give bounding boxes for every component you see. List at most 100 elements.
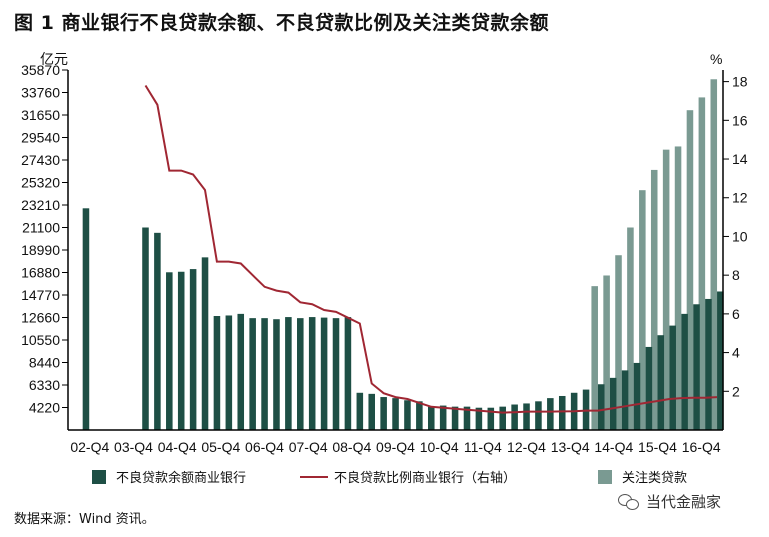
npl-balance-bar	[416, 401, 423, 430]
npl-balance-bar	[213, 316, 221, 430]
npl-balance-bar	[285, 317, 292, 430]
npl-balance-bar	[177, 271, 185, 430]
left-tick-label: 35870	[21, 62, 60, 78]
left-tick-label: 25320	[21, 175, 60, 191]
npl-balance-bar	[621, 370, 629, 430]
npl-balance-bar	[547, 398, 554, 430]
legend: 不良贷款余额商业银行 不良贷款比例商业银行（右轴） 关注类贷款	[92, 470, 687, 486]
watch-loan-bar	[591, 286, 598, 430]
line-layer	[144, 84, 718, 414]
watch-loan-bar	[698, 97, 706, 430]
wechat-logo-icon	[618, 493, 640, 510]
left-tick-label: 6330	[29, 377, 60, 393]
left-tick-label: 18990	[21, 242, 60, 258]
x-tick-label: 10-Q4	[420, 439, 459, 455]
right-tick-label: 12	[732, 190, 748, 206]
x-tick-label: 15-Q4	[638, 439, 677, 455]
x-tick-label: 08-Q4	[332, 439, 371, 455]
left-tick-label: 8440	[29, 355, 60, 371]
watermark: 当代金融家	[618, 491, 721, 512]
npl-balance-bar	[463, 406, 471, 430]
x-tick-label: 07-Q4	[289, 439, 328, 455]
left-tick-label: 23210	[21, 197, 60, 213]
left-axis-unit: 亿元	[40, 51, 68, 67]
watch-loan-bar	[603, 275, 610, 430]
npl-balance-bar	[392, 398, 399, 430]
npl-balance-bar	[717, 291, 724, 430]
x-tick-label: 02-Q4	[70, 439, 109, 455]
x-tick-label: 05-Q4	[201, 439, 240, 455]
left-tick-label: 10550	[21, 332, 60, 348]
right-tick-label: 6	[732, 306, 740, 322]
right-tick-label: 14	[732, 151, 748, 167]
axes-layer: 亿元 %3587033760316502954027430253202321021…	[21, 51, 748, 455]
x-tick-label: 06-Q4	[245, 439, 284, 455]
npl-balance-bar	[201, 257, 209, 430]
npl-balance-bar	[344, 317, 352, 430]
npl-balance-bar	[368, 393, 376, 430]
npl-balance-bar	[308, 317, 316, 430]
npl-balance-bar	[597, 384, 605, 430]
npl-balance-bar	[82, 208, 90, 430]
left-tick-label: 14770	[21, 287, 60, 303]
npl-balance-bar	[320, 317, 328, 430]
npl-balance-bar	[609, 377, 617, 430]
x-tick-label: 16-Q4	[682, 439, 721, 455]
npl-balance-bar	[273, 319, 280, 430]
x-tick-label: 14-Q4	[594, 439, 633, 455]
npl-balance-bar	[261, 318, 268, 430]
npl-balance-bar	[705, 298, 712, 430]
right-tick-label: 8	[732, 267, 740, 283]
right-tick-label: 2	[732, 383, 740, 399]
right-tick-label: 4	[732, 345, 740, 361]
npl-balance-bar	[166, 272, 173, 430]
watch-loan-bar	[674, 146, 682, 431]
npl-ratio-line	[144, 84, 718, 414]
npl-balance-bar	[645, 346, 653, 430]
watch-loan-bar	[650, 169, 658, 431]
legend-label: 关注类贷款	[622, 471, 687, 486]
npl-balance-bar	[356, 392, 364, 430]
npl-balance-bar	[693, 304, 700, 430]
watch-loan-bar	[662, 149, 670, 430]
right-tick-label: 18	[732, 74, 748, 90]
x-tick-label: 13-Q4	[551, 439, 590, 455]
bar-layer	[82, 79, 724, 431]
npl-balance-bar	[535, 401, 542, 430]
left-tick-label: 27430	[21, 152, 60, 168]
npl-balance-bar	[633, 362, 641, 430]
watermark-text: 当代金融家	[646, 493, 722, 511]
watch-loan-bar	[710, 79, 718, 430]
left-tick-label: 21100	[22, 220, 60, 236]
npl-balance-bar	[249, 318, 256, 430]
source-note: 数据来源：Wind 资讯。	[14, 512, 155, 527]
right-axis-unit: %	[710, 51, 722, 67]
legend-swatch	[92, 470, 106, 484]
npl-balance-bar	[475, 407, 483, 430]
npl-balance-bar	[487, 407, 495, 430]
npl-balance-bar	[404, 400, 411, 430]
legend-label: 不良贷款比例商业银行（右轴）	[334, 470, 516, 486]
npl-balance-bar	[511, 404, 518, 430]
npl-balance-bar	[237, 313, 245, 430]
left-tick-label: 33760	[21, 85, 60, 101]
watch-loan-bar	[627, 227, 634, 430]
npl-balance-bar	[681, 313, 688, 430]
npl-balance-bar	[499, 406, 506, 430]
npl-balance-bar	[380, 397, 387, 430]
npl-balance-bar	[189, 269, 197, 430]
npl-balance-bar	[225, 315, 233, 430]
npl-balance-bar	[154, 232, 161, 430]
x-tick-label: 09-Q4	[376, 439, 415, 455]
npl-balance-bar	[142, 227, 149, 430]
left-tick-label: 29540	[21, 130, 60, 146]
npl-balance-bar	[451, 406, 459, 430]
npl-balance-bar	[523, 403, 530, 430]
npl-balance-bar	[332, 318, 340, 430]
x-tick-label: 03-Q4	[114, 439, 153, 455]
npl-balance-bar	[669, 325, 676, 430]
x-tick-label: 12-Q4	[507, 439, 546, 455]
left-tick-label: 12660	[21, 310, 60, 326]
npl-balance-bar	[427, 406, 435, 430]
